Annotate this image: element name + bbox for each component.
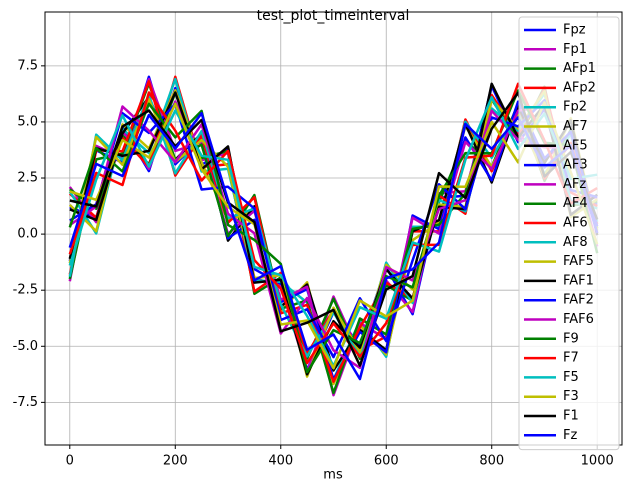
legend-label: FAF6 <box>563 312 594 327</box>
legend-label: F7 <box>563 351 579 366</box>
x-axis-label: ms <box>323 468 343 480</box>
legend-label: Fpz <box>563 23 586 38</box>
y-tick-label: 5.0 <box>17 114 38 129</box>
legend-label: AFp2 <box>563 80 596 95</box>
legend-label: AF7 <box>563 119 588 134</box>
legend: Fpz Fp1 AFp1 AFp2 Fp2 AF7 AF5 AF3 AFz AF4 AF6 AF8 FA… <box>518 16 620 451</box>
series-line <box>68 89 599 374</box>
y-tick-label: -2.5 <box>13 283 38 298</box>
x-tick-label: 0 <box>66 454 74 469</box>
legend-label: F9 <box>563 331 579 346</box>
legend-label: AF5 <box>563 138 588 153</box>
y-tick-label: -7.5 <box>13 395 38 410</box>
legend-label: F5 <box>563 370 579 385</box>
legend-label: AFz <box>563 177 586 192</box>
legend-label: AF3 <box>563 158 588 173</box>
axes-frame <box>44 11 623 446</box>
y-tick-label: 7.5 <box>17 58 38 73</box>
legend-label: FAF2 <box>563 293 594 308</box>
y-tick-label: 2.5 <box>17 171 38 186</box>
series-line <box>68 82 598 376</box>
legend-box <box>518 16 620 451</box>
legend-label: Fp1 <box>563 42 587 57</box>
x-tick-label: 600 <box>374 454 399 469</box>
series-line <box>68 82 598 365</box>
series-line <box>68 111 599 381</box>
y-tick-label: 0.0 <box>17 227 38 242</box>
legend-label: Fz <box>563 428 577 443</box>
x-tick-label: 800 <box>479 454 504 469</box>
legend-label: AF8 <box>563 235 588 250</box>
legend-label: FAF1 <box>563 273 594 288</box>
y-tick-label: -5.0 <box>13 339 38 354</box>
legend-label: Fp2 <box>563 100 587 115</box>
legend-label: AF4 <box>563 196 588 211</box>
legend-label: AFp1 <box>563 61 596 76</box>
legend-label: FAF5 <box>563 254 594 269</box>
x-tick-label: 400 <box>268 454 293 469</box>
legend-label: F1 <box>563 409 579 424</box>
legend-label: F3 <box>563 389 579 404</box>
series-line <box>69 101 599 370</box>
legend-label: AF6 <box>563 216 588 231</box>
x-tick-label: 200 <box>163 454 188 469</box>
series-line <box>69 91 599 367</box>
x-tick-label: 1000 <box>581 454 614 469</box>
